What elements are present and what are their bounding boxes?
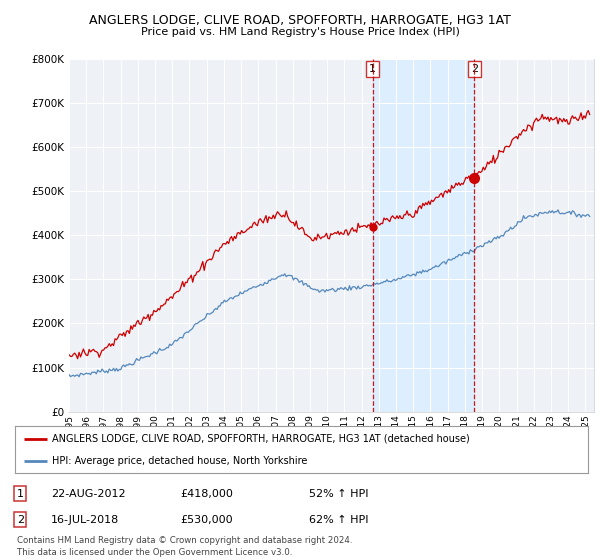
Text: 52% ↑ HPI: 52% ↑ HPI	[309, 489, 368, 499]
Text: Price paid vs. HM Land Registry's House Price Index (HPI): Price paid vs. HM Land Registry's House …	[140, 27, 460, 37]
Text: £418,000: £418,000	[180, 489, 233, 499]
Text: HPI: Average price, detached house, North Yorkshire: HPI: Average price, detached house, Nort…	[52, 456, 308, 466]
Bar	[373, 59, 474, 412]
Text: 2: 2	[470, 64, 478, 74]
Text: ANGLERS LODGE, CLIVE ROAD, SPOFFORTH, HARROGATE, HG3 1AT: ANGLERS LODGE, CLIVE ROAD, SPOFFORTH, HA…	[89, 14, 511, 27]
Text: ANGLERS LODGE, CLIVE ROAD, SPOFFORTH, HARROGATE, HG3 1AT (detached house): ANGLERS LODGE, CLIVE ROAD, SPOFFORTH, HA…	[52, 434, 470, 444]
Text: 1: 1	[17, 489, 24, 499]
Text: 16-JUL-2018: 16-JUL-2018	[51, 515, 119, 525]
Text: 62% ↑ HPI: 62% ↑ HPI	[309, 515, 368, 525]
Text: 2: 2	[17, 515, 24, 525]
Text: Contains HM Land Registry data © Crown copyright and database right 2024.
This d: Contains HM Land Registry data © Crown c…	[17, 536, 352, 557]
Text: 1: 1	[369, 64, 376, 74]
Text: £530,000: £530,000	[180, 515, 233, 525]
Text: 22-AUG-2012: 22-AUG-2012	[51, 489, 125, 499]
